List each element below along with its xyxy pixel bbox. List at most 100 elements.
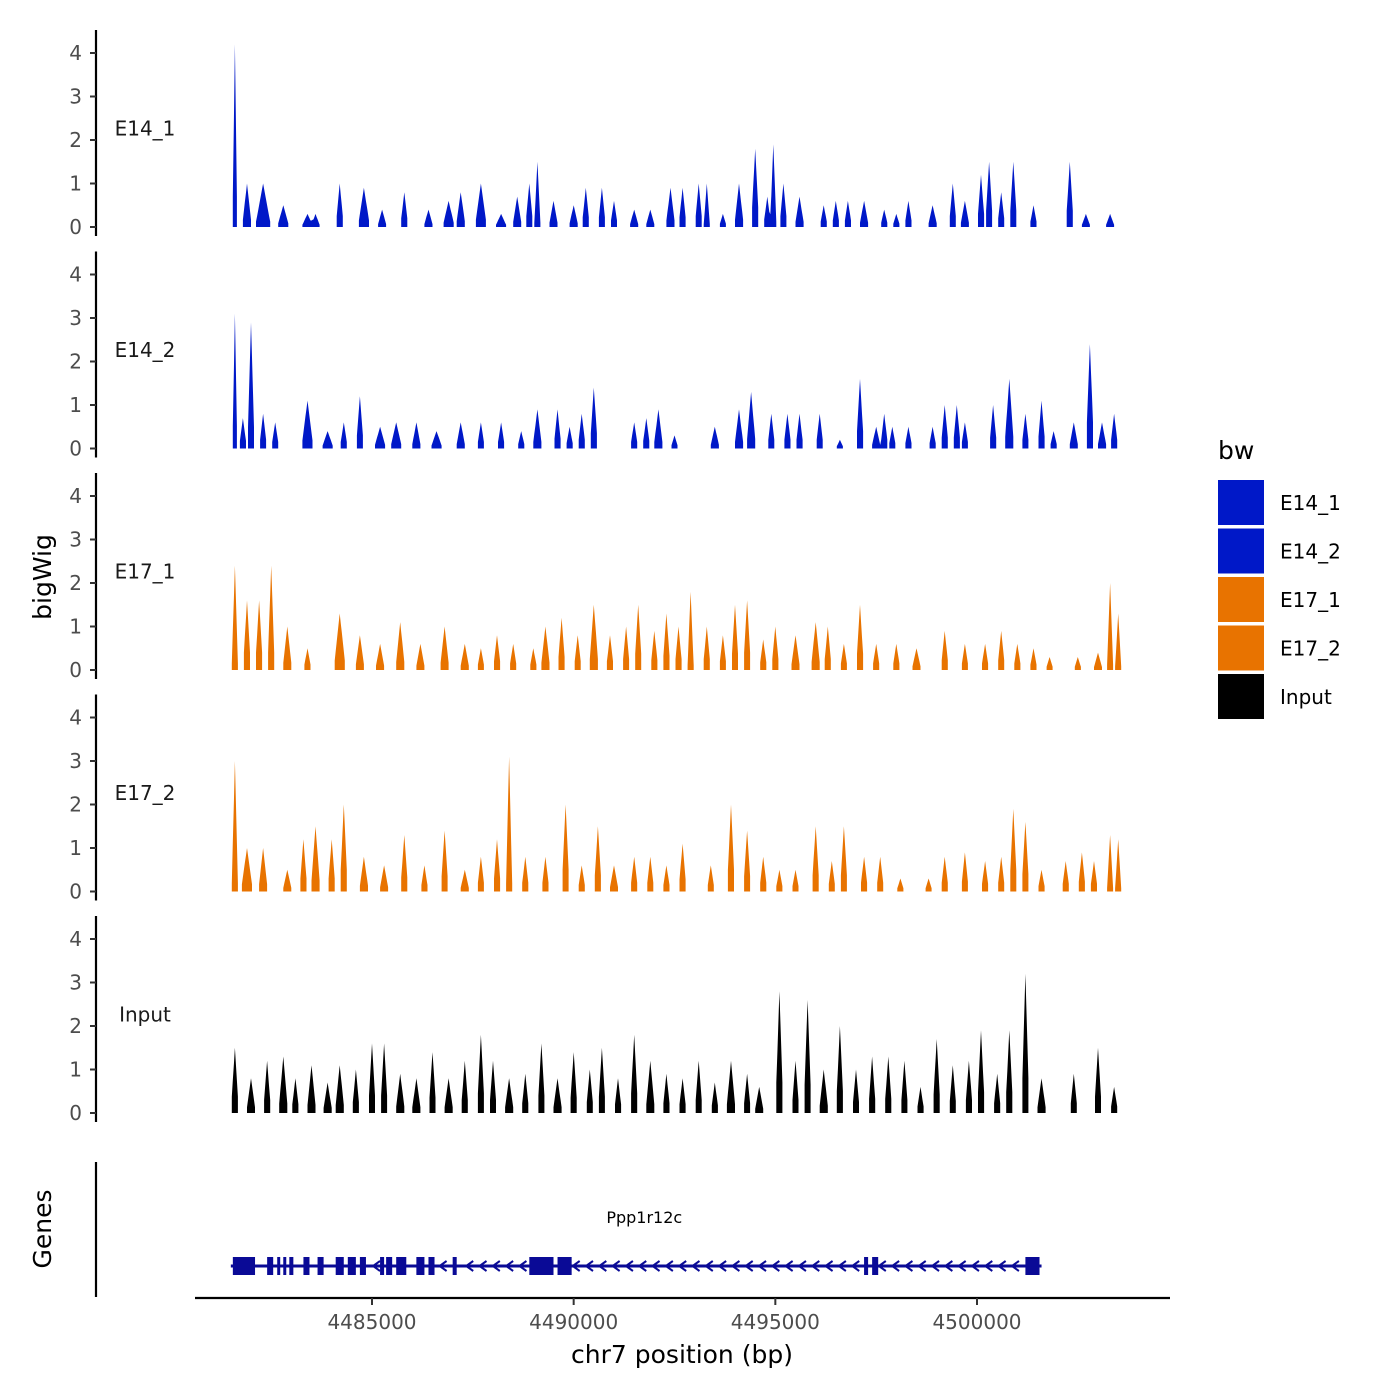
strand-arrow — [584, 1260, 594, 1272]
strand-arrow — [743, 1260, 754, 1272]
strand-arrow — [903, 1260, 914, 1272]
gene-exon — [529, 1257, 554, 1275]
strand-arrow — [850, 1260, 860, 1272]
strand-arrow — [823, 1260, 834, 1272]
strand-arrow — [810, 1260, 820, 1272]
y-axis-title: bigWig — [28, 534, 57, 620]
track-e17-1: 0 1 2 3 4 E17_1 — [69, 473, 1122, 682]
y-tick-label-e17-2-0: 0 — [69, 880, 82, 904]
gene-exon — [359, 1257, 366, 1275]
strand-arrow — [930, 1260, 940, 1272]
y-tick-label-e17-2-4: 4 — [69, 706, 82, 730]
gene-label: Ppp1r12c — [606, 1208, 682, 1227]
strand-arrow — [970, 1260, 980, 1272]
gene-exon — [232, 1257, 256, 1275]
legend-label-input: Input — [1280, 685, 1332, 709]
genes-axis-title: Genes — [28, 1189, 57, 1268]
gene-exon — [289, 1257, 294, 1275]
track-label-input: Input — [119, 1003, 171, 1027]
legend-swatch-input — [1218, 674, 1264, 719]
strand-arrow — [371, 1260, 381, 1272]
gene-exon — [864, 1257, 869, 1275]
signal-tracks: 0 1 2 3 4 E14_1 0 1 2 3 4 E14_2 0 1 2 3 4 E17_1 0 1 2 3 4 E17_2… — [69, 30, 1122, 1125]
legend-title: bw — [1218, 436, 1254, 465]
gene-exon — [380, 1257, 385, 1275]
y-tick-label-e14-2-2: 2 — [69, 350, 82, 374]
gene-exon — [283, 1257, 287, 1275]
strand-arrow — [664, 1260, 674, 1272]
strand-arrow — [996, 1260, 1007, 1272]
signal-area-input — [231, 973, 1118, 1113]
legend-swatch-e14-2 — [1218, 528, 1264, 574]
y-tick-label-input-3: 3 — [69, 971, 82, 995]
track-e14-1: 0 1 2 3 4 E14_1 — [69, 30, 1115, 239]
legend-label-e14-2: E14_2 — [1280, 540, 1341, 564]
y-tick-label-input-1: 1 — [69, 1058, 82, 1082]
strand-arrow — [956, 1260, 967, 1272]
strand-arrow — [943, 1260, 953, 1272]
y-tick-label-e17-1-3: 3 — [69, 528, 82, 552]
track-label-e14-2: E14_2 — [115, 338, 176, 362]
strand-arrow — [690, 1260, 701, 1272]
y-tick-label-e17-2-1: 1 — [69, 836, 82, 860]
track-input: 0 1 2 3 4 Input — [69, 916, 1118, 1125]
strand-arrow — [477, 1260, 488, 1272]
gene-exon — [1025, 1257, 1040, 1275]
y-tick-label-e17-2-3: 3 — [69, 749, 82, 773]
strand-arrow — [491, 1260, 501, 1272]
strand-arrow — [797, 1260, 807, 1272]
y-tick-label-input-2: 2 — [69, 1014, 82, 1038]
strand-arrow — [677, 1260, 687, 1272]
strand-arrow — [757, 1260, 767, 1272]
strand-arrow — [917, 1260, 927, 1272]
legend-label-e17-2: E17_2 — [1280, 637, 1341, 661]
y-tick-label-e14-1-3: 3 — [69, 85, 82, 109]
legend-swatch-e17-2 — [1218, 625, 1264, 671]
track-e17-2: 0 1 2 3 4 E17_2 — [69, 694, 1122, 904]
strand-arrow — [783, 1260, 794, 1272]
strand-arrow — [637, 1260, 647, 1272]
gene-exon — [277, 1257, 281, 1275]
y-tick-label-input-0: 0 — [69, 1101, 82, 1125]
strand-arrow — [650, 1260, 661, 1272]
x-axis-ticks: 4485000 4490000 4495000 4500000 — [327, 1298, 1022, 1334]
y-tick-label-e17-1-4: 4 — [69, 484, 82, 508]
gene-track: Genes Ppp1r12c — [28, 1162, 1042, 1297]
strand-arrow — [464, 1260, 474, 1272]
strand-arrow — [610, 1260, 621, 1272]
strand-arrow — [837, 1260, 847, 1272]
signal-area-e17-2 — [231, 756, 1122, 892]
gene-exon — [386, 1257, 393, 1275]
gene-exon — [347, 1257, 356, 1275]
strand-arrow — [704, 1260, 714, 1272]
strand-arrow — [877, 1260, 887, 1272]
track-label-e17-1: E17_1 — [115, 560, 176, 584]
y-tick-label-e17-1-1: 1 — [69, 615, 82, 639]
track-label-e14-1: E14_1 — [115, 117, 176, 141]
gene-exon — [872, 1257, 879, 1275]
y-tick-label-e14-1-0: 0 — [69, 215, 82, 239]
track-e14-2: 0 1 2 3 4 E14_2 — [69, 251, 1118, 461]
y-tick-label-e14-2-3: 3 — [69, 306, 82, 330]
y-tick-label-e17-1-0: 0 — [69, 658, 82, 682]
signal-area-e14-1 — [232, 44, 1115, 227]
x-axis: 4485000 4490000 4495000 4500000 chr7 positi… — [195, 1296, 1170, 1369]
strand-arrow — [597, 1260, 607, 1272]
legend-swatch-e14-1 — [1218, 480, 1264, 525]
strand-arrow — [717, 1260, 727, 1272]
strand-arrow — [437, 1260, 448, 1272]
legend-items: E14_1 E14_2 E17_1 E17_2 Input — [1218, 480, 1341, 719]
y-tick-label-e14-2-1: 1 — [69, 393, 82, 417]
gene-exon — [396, 1257, 407, 1275]
gene-exon — [335, 1257, 344, 1275]
strand-arrow — [890, 1260, 900, 1272]
y-tick-label-e14-2-0: 0 — [69, 437, 82, 461]
y-tick-label-e17-2-2: 2 — [69, 793, 82, 817]
gene-exon — [428, 1257, 435, 1275]
legend-label-e14-1: E14_1 — [1280, 491, 1341, 515]
gene-exon — [267, 1257, 274, 1275]
strand-arrow — [1010, 1260, 1020, 1272]
gene-exon — [557, 1257, 572, 1275]
strand-arrow — [570, 1260, 581, 1272]
